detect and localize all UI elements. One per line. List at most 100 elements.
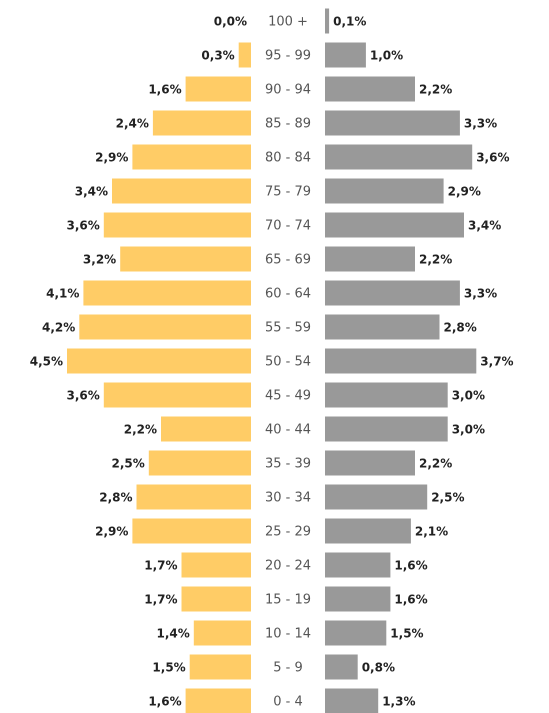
right-value-label: 2,2%: [419, 253, 452, 267]
age-group-label: 5 - 9: [273, 661, 303, 676]
right-value-label: 1,0%: [370, 49, 403, 63]
age-group-label: 70 - 74: [265, 219, 311, 234]
left-bar: [83, 280, 252, 306]
left-bar: [193, 620, 251, 646]
left-value-label: 3,2%: [83, 253, 116, 267]
right-value-label: 3,3%: [464, 287, 497, 301]
age-group-label: 65 - 69: [265, 253, 311, 268]
age-group-label: 25 - 29: [265, 525, 311, 540]
right-bar: [325, 382, 448, 408]
left-value-label: 2,9%: [95, 525, 128, 539]
left-bar: [181, 552, 251, 578]
right-value-label: 3,7%: [480, 355, 513, 369]
left-value-label: 1,6%: [148, 695, 181, 709]
left-value-label: 1,7%: [144, 593, 177, 607]
right-value-label: 2,2%: [419, 83, 452, 97]
right-value-label: 3,0%: [452, 389, 485, 403]
right-bar: [325, 552, 391, 578]
age-group-label: 55 - 59: [265, 321, 311, 336]
right-value-label: 3,3%: [464, 117, 497, 131]
age-group-label: 80 - 84: [265, 151, 311, 166]
age-group-label: 50 - 54: [265, 355, 311, 370]
left-value-label: 4,5%: [30, 355, 63, 369]
right-value-label: 2,8%: [444, 321, 477, 335]
left-bar: [181, 586, 251, 612]
left-value-label: 3,4%: [75, 185, 108, 199]
left-bar: [185, 688, 251, 713]
right-value-label: 1,5%: [390, 627, 423, 641]
left-value-label: 4,1%: [46, 287, 79, 301]
age-group-label: 15 - 19: [265, 593, 311, 608]
right-value-label: 3,4%: [468, 219, 501, 233]
right-bar: [325, 42, 366, 68]
left-value-label: 1,7%: [144, 559, 177, 573]
right-bar: [325, 620, 387, 646]
left-bar: [112, 178, 251, 204]
left-bar: [103, 212, 251, 238]
right-value-label: 3,6%: [476, 151, 509, 165]
left-value-label: 1,5%: [152, 661, 185, 675]
right-value-label: 3,0%: [452, 423, 485, 437]
right-bar: [325, 314, 440, 340]
left-value-label: 3,6%: [67, 219, 100, 233]
left-value-label: 0,0%: [214, 15, 247, 29]
right-bar: [325, 348, 477, 374]
right-bar: [325, 654, 358, 680]
right-value-label: 1,6%: [394, 559, 427, 573]
left-bar: [120, 246, 251, 272]
left-value-labels: 0,0% 0,3% 1,6% 2,4% 2,9% 3,4% 3,6% 3,2% 4,1% 4,2%…: [30, 15, 247, 709]
right-value-label: 2,9%: [448, 185, 481, 199]
right-value-labels: 0,1% 1,0% 2,2% 3,3% 3,6% 2,9% 3,4% 2,2% 3,3% 2,8%…: [333, 15, 513, 709]
age-group-label: 20 - 24: [265, 559, 311, 574]
left-value-label: 2,4%: [116, 117, 149, 131]
left-value-label: 2,9%: [95, 151, 128, 165]
right-bar: [325, 518, 411, 544]
right-bar: [325, 586, 391, 612]
age-group-label: 60 - 64: [265, 287, 311, 302]
right-bar: [325, 484, 428, 510]
right-bar: [325, 280, 460, 306]
left-bar: [152, 110, 251, 136]
right-bar: [325, 688, 379, 713]
right-bar: [325, 178, 444, 204]
age-group-labels: 100 + 95 - 99 90 - 94 85 - 89 80 - 84 75 - 79…: [265, 15, 311, 710]
age-group-label: 35 - 39: [265, 457, 311, 472]
right-value-label: 1,3%: [382, 695, 415, 709]
left-value-label: 2,8%: [99, 491, 132, 505]
left-bar: [185, 76, 251, 102]
left-value-label: 4,2%: [42, 321, 75, 335]
left-bar: [161, 416, 251, 442]
right-value-label: 2,5%: [431, 491, 464, 505]
right-bar: [325, 110, 460, 136]
left-bar: [132, 144, 251, 170]
left-value-label: 1,6%: [148, 83, 181, 97]
right-bar: [325, 144, 473, 170]
right-value-label: 0,1%: [333, 15, 366, 29]
right-bar: [325, 8, 330, 34]
left-bar: [67, 348, 251, 374]
left-bar: [189, 654, 251, 680]
age-group-label: 75 - 79: [265, 185, 311, 200]
left-value-label: 1,4%: [157, 627, 190, 641]
right-bars: [325, 8, 477, 713]
right-value-label: 0,8%: [362, 661, 395, 675]
left-bars: [67, 42, 252, 713]
age-group-label: 40 - 44: [265, 423, 311, 438]
left-value-label: 0,3%: [201, 49, 234, 63]
age-group-label: 85 - 89: [265, 117, 311, 132]
left-bar: [148, 450, 251, 476]
age-group-label: 10 - 14: [265, 627, 311, 642]
right-bar: [325, 212, 464, 238]
right-bar: [325, 76, 415, 102]
left-bar: [132, 518, 251, 544]
left-bar: [79, 314, 251, 340]
right-bar: [325, 450, 415, 476]
right-bar: [325, 416, 448, 442]
left-bar: [103, 382, 251, 408]
left-value-label: 3,6%: [67, 389, 100, 403]
left-value-label: 2,5%: [112, 457, 145, 471]
age-group-label: 100 +: [268, 15, 308, 30]
left-value-label: 2,2%: [124, 423, 157, 437]
left-bar: [136, 484, 251, 510]
